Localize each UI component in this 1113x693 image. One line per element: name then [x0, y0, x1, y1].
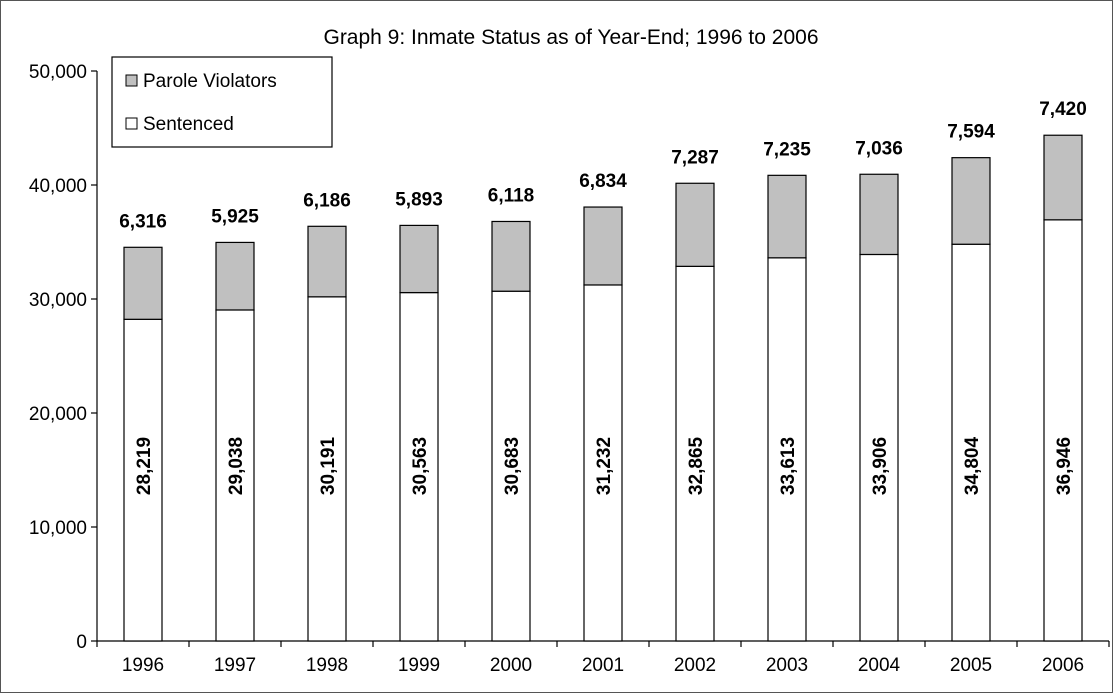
data-label-sentenced: 30,683	[502, 437, 523, 495]
bar-parole-violators	[767, 174, 807, 259]
data-label-parole-violators: 7,235	[763, 139, 811, 160]
x-tick-label: 2006	[1042, 655, 1084, 676]
bar-parole-violators	[491, 220, 531, 292]
data-label-sentenced: 29,038	[226, 437, 247, 495]
bar-sentenced	[307, 296, 347, 642]
bar-sentenced	[491, 290, 531, 642]
bars	[123, 134, 1083, 642]
x-tick-label: 2004	[858, 655, 901, 676]
y-tick-label: 30,000	[29, 290, 87, 311]
bar-sentenced	[1043, 219, 1083, 642]
x-tick-label: 1996	[122, 655, 164, 676]
data-label-parole-violators: 6,186	[303, 190, 351, 211]
legend: Parole Violators Sentenced	[111, 56, 333, 148]
bar-sentenced	[123, 318, 163, 642]
x-tick-label: 2000	[490, 655, 532, 676]
x-tick-label: 1997	[214, 655, 256, 676]
bar-sentenced	[215, 309, 255, 642]
bar-sentenced	[399, 291, 439, 642]
data-label-parole-violators: 6,118	[488, 185, 535, 206]
data-label-sentenced: 36,946	[1054, 437, 1075, 495]
bar-parole-violators	[399, 224, 439, 294]
data-label-parole-violators: 7,594	[947, 122, 995, 143]
legend-label-parole-violators: Parole Violators	[143, 71, 277, 92]
data-label-sentenced: 32,865	[686, 437, 707, 496]
data-label-sentenced: 28,219	[134, 437, 155, 495]
bar-parole-violators	[859, 173, 899, 256]
bar-sentenced	[675, 265, 715, 642]
y-tick-label: 50,000	[29, 62, 87, 83]
data-label-sentenced: 31,232	[594, 437, 615, 495]
legend-swatch-parole-violators	[125, 74, 138, 87]
bar-sentenced	[859, 253, 899, 642]
chart-title: Graph 9: Inmate Status as of Year-End; 1…	[323, 26, 818, 49]
data-label-sentenced: 30,563	[410, 437, 431, 495]
bar-parole-violators	[1043, 134, 1083, 221]
data-label-parole-violators: 5,893	[395, 189, 443, 210]
bar-parole-violators	[123, 246, 163, 320]
legend-box	[111, 56, 333, 148]
x-tick-label: 2003	[766, 655, 808, 676]
bar-parole-violators	[307, 225, 347, 298]
bar-sentenced	[583, 284, 623, 642]
data-label-sentenced: 30,191	[318, 437, 339, 496]
x-tick-label: 1999	[398, 655, 440, 676]
data-label-parole-violators: 7,420	[1039, 99, 1087, 120]
bar-sentenced	[767, 257, 807, 642]
data-label-parole-violators: 7,036	[855, 138, 903, 159]
y-tick-label: 20,000	[29, 404, 87, 425]
data-label-parole-violators: 7,287	[671, 147, 719, 168]
x-tick-label: 2002	[674, 655, 716, 676]
legend-label-sentenced: Sentenced	[143, 114, 234, 135]
bar-parole-violators	[675, 182, 715, 267]
bar-parole-violators	[583, 206, 623, 286]
bar-sentenced	[951, 243, 991, 642]
y-tick-label: 10,000	[29, 518, 87, 539]
bar-parole-violators	[951, 157, 991, 245]
x-tick-label: 2005	[950, 655, 992, 676]
y-tick-label: 40,000	[29, 176, 87, 197]
legend-swatch-sentenced	[125, 117, 138, 130]
data-label-sentenced: 33,906	[870, 437, 891, 495]
data-labels: 6,316 28,219 5,925 29,038 6,186 30,191 5,893 30…	[119, 99, 1087, 495]
x-tick-label: 2001	[582, 655, 624, 676]
data-label-sentenced: 34,804	[962, 437, 983, 496]
bar-parole-violators	[215, 241, 255, 311]
data-label-parole-violators: 6,834	[579, 171, 627, 192]
y-tick-label: 0	[76, 632, 87, 653]
data-label-parole-violators: 5,925	[211, 206, 259, 227]
x-tick-label: 1998	[306, 655, 348, 676]
axes: 0 10,000 20,000 30,000 40,000 50,000 1996 1997 1…	[29, 62, 1110, 676]
data-label-sentenced: 33,613	[778, 437, 799, 495]
data-label-parole-violators: 6,316	[119, 211, 167, 232]
